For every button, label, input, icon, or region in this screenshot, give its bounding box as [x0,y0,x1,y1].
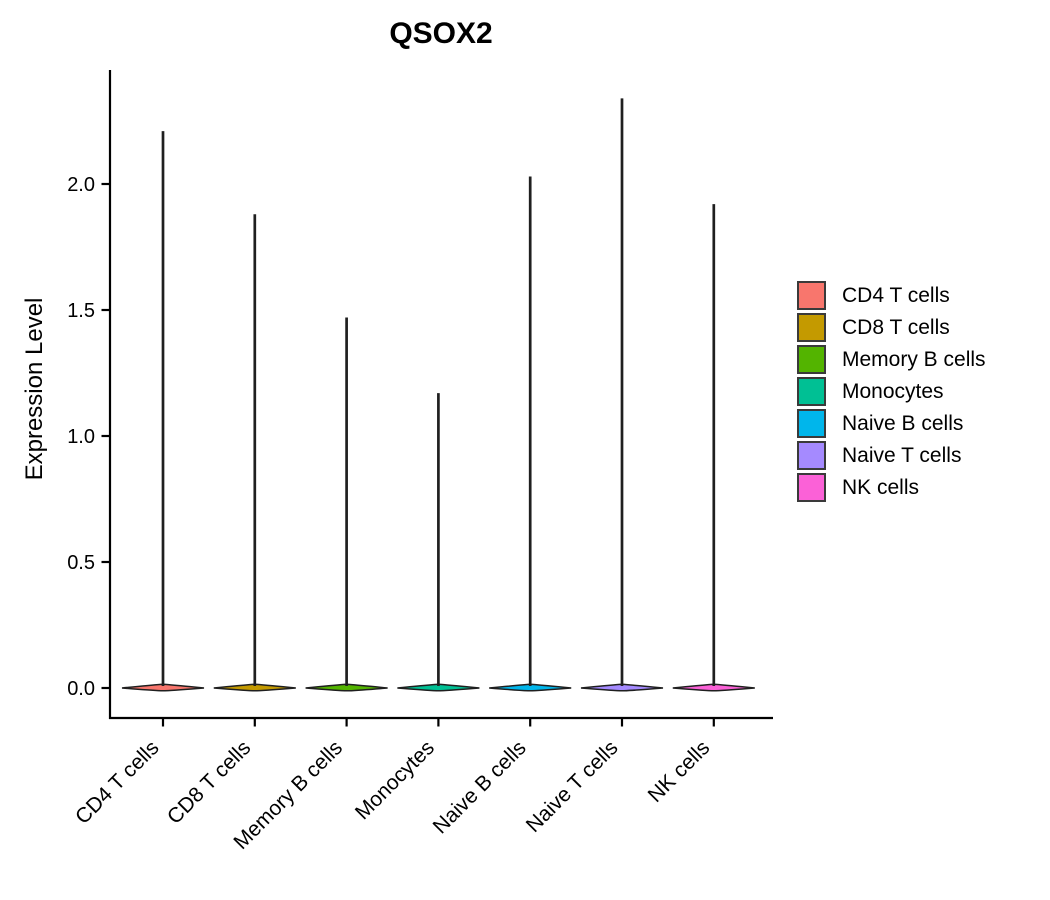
legend-label: Naive T cells [842,443,962,467]
violin-base [121,683,205,692]
legend-item: Naive B cells [797,409,986,438]
legend-label: NK cells [842,475,920,499]
y-tick-label: 0.5 [67,552,95,574]
legend-label: Monocytes [842,379,944,403]
y-tick-label: 0.0 [67,678,95,700]
legend-swatch-icon [797,281,826,310]
legend-label: CD8 T cells [842,315,950,339]
legend-item: CD8 T cells [797,313,986,342]
y-tick-label: 1.0 [67,426,95,448]
legend-swatch-icon [797,409,826,438]
x-tick-label: Naive T cells [522,736,623,837]
y-tick-label: 1.5 [67,300,95,322]
legend-item: Monocytes [797,377,986,406]
violin-base [397,683,480,692]
violin-base [672,683,755,692]
legend-label: Naive B cells [842,411,964,435]
violin-base [213,683,296,692]
x-tick-label: Monocytes [351,736,439,824]
legend: CD4 T cells CD8 T cells Memory B cells Mono… [797,281,986,502]
violin-base [305,683,388,692]
x-tick-label: CD4 T cells [71,736,163,828]
legend-swatch-icon [797,313,826,342]
legend-item: NK cells [797,473,986,502]
x-tick-label: CD8 T cells [163,736,255,828]
legend-swatch-icon [797,345,826,374]
x-tick-label: NK cells [644,736,715,807]
legend-swatch-icon [797,377,826,406]
plot-title: QSOX2 [389,17,493,50]
legend-item: Memory B cells [797,345,986,374]
y-tick-label: 2.0 [67,174,95,196]
legend-item: CD4 T cells [797,281,986,310]
legend-label: CD4 T cells [842,283,950,307]
violin-base [489,683,572,692]
legend-item: Naive T cells [797,441,986,470]
legend-label: Memory B cells [842,347,986,371]
legend-swatch-icon [797,473,826,502]
legend-swatch-icon [797,441,826,470]
x-tick-label: Naive B cells [429,736,531,838]
violin-base [580,683,664,692]
